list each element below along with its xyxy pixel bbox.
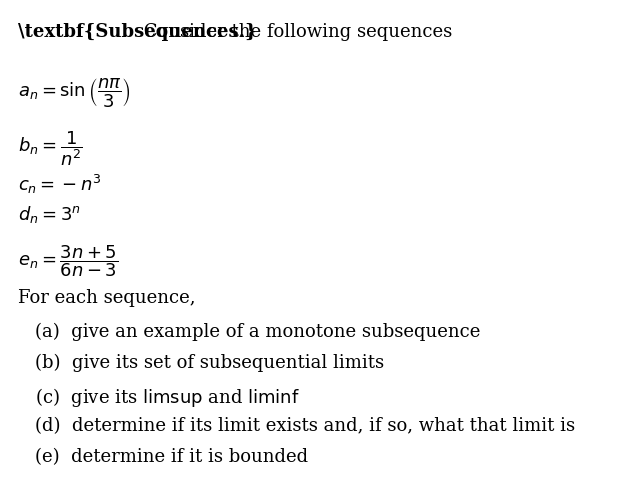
Text: (a)  give an example of a monotone subsequence: (a) give an example of a monotone subseq… (35, 323, 480, 341)
Text: $d_n = 3^n$: $d_n = 3^n$ (18, 204, 81, 226)
Text: (b)  give its set of subsequential limits: (b) give its set of subsequential limits (35, 354, 384, 372)
Text: $a_n = \sin\left(\dfrac{n\pi}{3}\right)$: $a_n = \sin\left(\dfrac{n\pi}{3}\right)$ (18, 76, 130, 109)
Text: (e)  determine if it is bounded: (e) determine if it is bounded (35, 449, 308, 467)
Text: (c)  give its $\lim\sup$ and $\lim\inf$: (c) give its $\lim\sup$ and $\lim\inf$ (35, 385, 300, 409)
Text: $c_n = -n^3$: $c_n = -n^3$ (18, 173, 102, 196)
Text: Consider the following sequences: Consider the following sequences (138, 23, 452, 41)
Text: \textbf{Subsequences.}: \textbf{Subsequences.} (18, 23, 257, 41)
Text: $e_n = \dfrac{3n+5}{6n-3}$: $e_n = \dfrac{3n+5}{6n-3}$ (18, 243, 118, 278)
Text: $b_n = \dfrac{1}{n^2}$: $b_n = \dfrac{1}{n^2}$ (18, 129, 83, 168)
Text: For each sequence,: For each sequence, (18, 289, 196, 307)
Text: (d)  determine if its limit exists and, if so, what that limit is: (d) determine if its limit exists and, i… (35, 417, 575, 435)
